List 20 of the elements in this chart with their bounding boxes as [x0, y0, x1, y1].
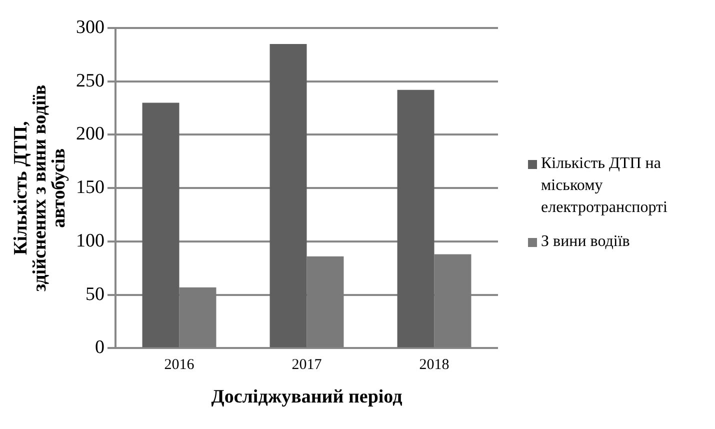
bar	[397, 90, 434, 348]
y-tick-label: 100	[76, 230, 104, 252]
bar	[142, 102, 180, 348]
legend-label: З вини водіїв	[541, 232, 630, 252]
y-axis-title: Кількість ДТП, здійснених з вини водіїв автобусів	[10, 84, 70, 292]
y-tick-label: 50	[86, 284, 104, 305]
bar	[306, 256, 344, 348]
legend-label: Кількість ДТП на міському електротранспорті	[541, 154, 668, 218]
y-tick-label: 150	[76, 177, 104, 198]
bar	[179, 287, 216, 348]
x-tick-label: 2018	[419, 357, 450, 374]
x-tick-label: 2016	[164, 357, 195, 374]
x-axis-title: Досліджуваний період	[211, 386, 403, 408]
y-tick-label: 300	[76, 16, 104, 38]
x-tick-label: 2017	[292, 357, 322, 374]
y-tick-label: 0	[95, 337, 104, 358]
y-tick-label: 250	[76, 70, 104, 92]
y-tick-label: 200	[76, 124, 104, 145]
bar	[270, 44, 307, 348]
bar	[434, 254, 472, 348]
